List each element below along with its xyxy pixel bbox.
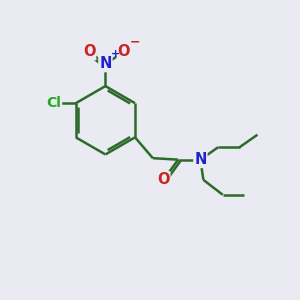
Text: N: N xyxy=(194,152,207,167)
Text: O: O xyxy=(157,172,169,187)
Text: Cl: Cl xyxy=(46,96,61,110)
Text: O: O xyxy=(83,44,95,59)
Text: O: O xyxy=(118,44,130,59)
Text: N: N xyxy=(99,56,112,71)
Text: −: − xyxy=(130,35,140,48)
Text: +: + xyxy=(111,49,120,59)
